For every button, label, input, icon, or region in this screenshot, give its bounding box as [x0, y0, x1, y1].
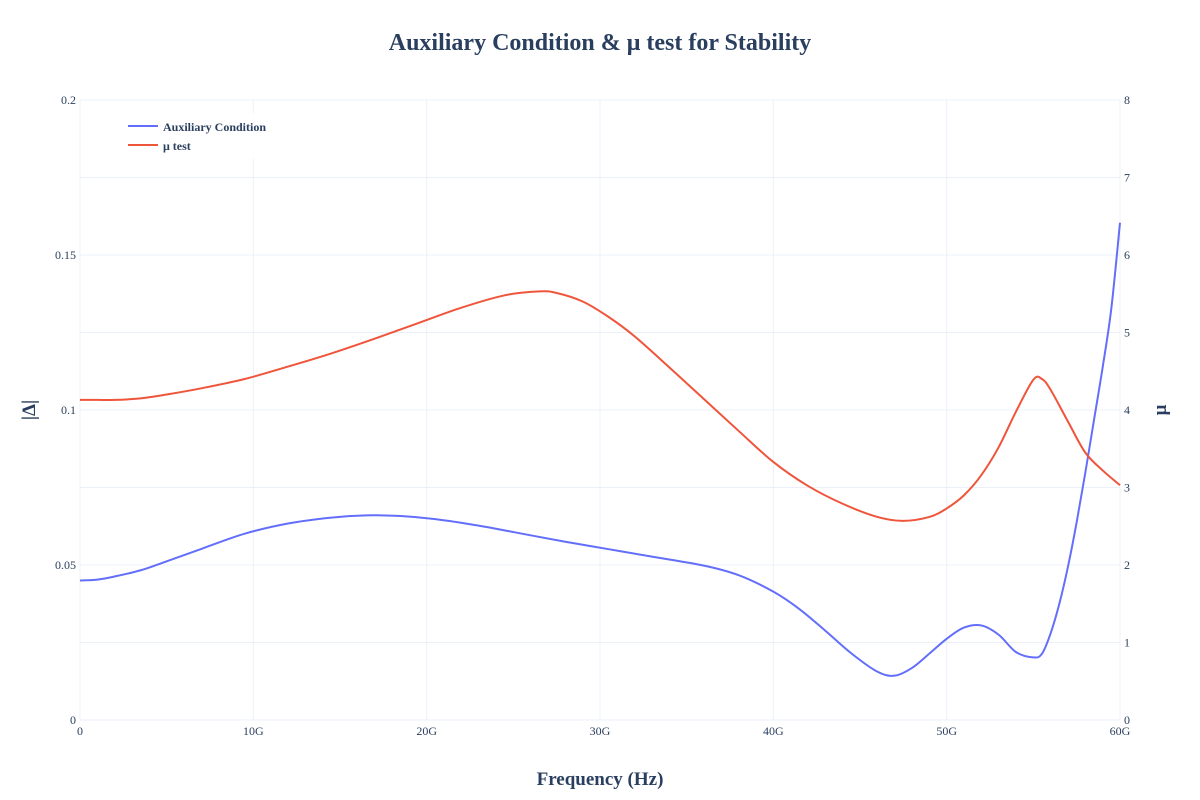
x-tick-label: 60G — [1110, 724, 1131, 738]
series-line-test — [79, 290, 1121, 522]
x-tick-label: 50G — [936, 724, 957, 738]
chart-title: Auxiliary Condition & μ test for Stabili… — [389, 30, 812, 56]
legend-item-mu-test[interactable]: μ test — [128, 139, 191, 153]
legend: Auxiliary Condition μ test — [122, 113, 282, 159]
tick-layer: 0 10G 20G 30G 40G 50G 60G01234567800.050.10.15… — [55, 93, 1131, 738]
x-tick-label: 0 — [77, 724, 83, 738]
y-right-tick-label: 7 — [1124, 171, 1130, 185]
legend-background — [122, 113, 282, 159]
x-axis-title: Frequency (Hz) — [537, 769, 664, 790]
y-axis-right-title: μ — [1150, 404, 1171, 415]
y-right-tick-label: 4 — [1124, 403, 1130, 417]
series-line-auxiliary-condition — [79, 222, 1121, 677]
y-right-tick-label: 3 — [1124, 481, 1130, 495]
legend-label-auxiliary-condition: Auxiliary Condition — [163, 120, 266, 134]
y-right-tick-label: 5 — [1124, 326, 1130, 340]
y-left-tick-label: 0.1 — [61, 403, 76, 417]
y-axis-left-title: |Δ| — [19, 400, 40, 420]
y-right-tick-label: 0 — [1124, 713, 1130, 727]
series-layer — [79, 222, 1121, 677]
grid-layer — [79, 99, 1121, 721]
y-left-tick-label: 0 — [70, 713, 76, 727]
y-left-tick-label: 0.15 — [55, 248, 76, 262]
legend-label-mu-test: μ test — [163, 139, 191, 153]
y-right-tick-label: 8 — [1124, 93, 1130, 107]
legend-item-auxiliary-condition[interactable]: Auxiliary Condition — [128, 120, 266, 134]
x-tick-label: 10G — [243, 724, 264, 738]
x-tick-label: 20G — [416, 724, 437, 738]
x-tick-label: 40G — [763, 724, 784, 738]
x-tick-label: 30G — [590, 724, 611, 738]
y-right-tick-label: 1 — [1124, 636, 1130, 650]
y-left-tick-label: 0.05 — [55, 558, 76, 572]
y-left-tick-label: 0.2 — [61, 93, 76, 107]
y-right-tick-label: 2 — [1124, 558, 1130, 572]
y-right-tick-label: 6 — [1124, 248, 1130, 262]
